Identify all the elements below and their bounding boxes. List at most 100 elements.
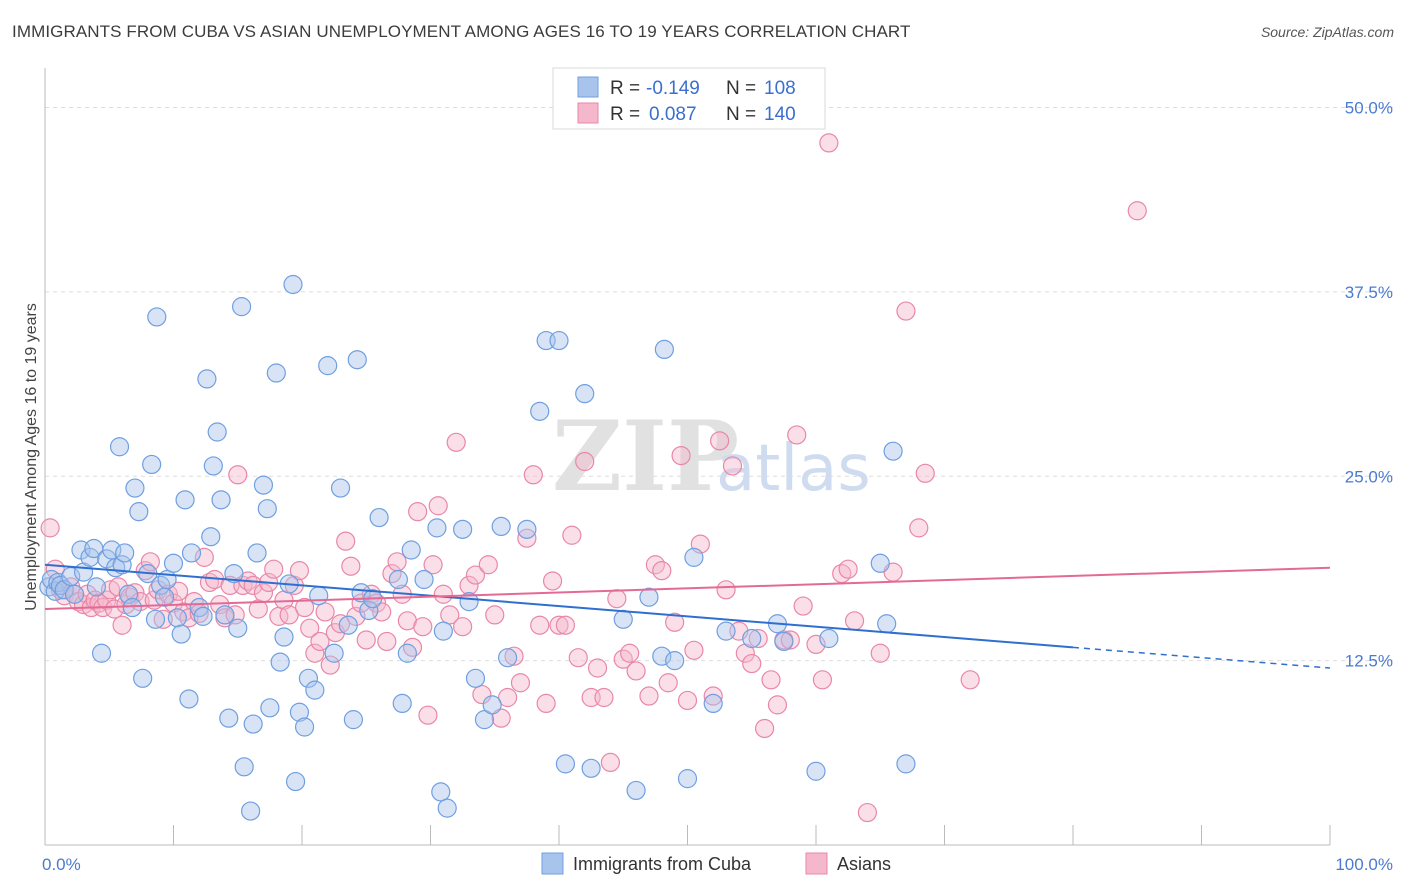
- axes: [44, 68, 1331, 846]
- cuba-point-50: [234, 757, 254, 777]
- cuba-point-19: [115, 543, 135, 563]
- bottom-legend-swatch-cuba: [541, 852, 564, 875]
- asians-point-93: [510, 673, 531, 693]
- cuba-point-116: [870, 553, 890, 573]
- asians-point-114: [652, 561, 672, 581]
- cuba-point-40: [197, 369, 217, 389]
- cuba-point-21: [122, 597, 142, 618]
- asians-point-133: [780, 630, 800, 650]
- cuba-point-67: [309, 586, 329, 606]
- asians-point-142: [857, 802, 878, 823]
- cuba-point-75: [359, 600, 379, 621]
- cuba-point-118: [883, 441, 903, 461]
- chart-source: Source: ZipAtlas.com: [1260, 24, 1394, 40]
- asians-point-26: [153, 609, 173, 629]
- asians-point-86: [465, 565, 486, 585]
- asians-point-98: [542, 571, 563, 591]
- asians-point-103: [575, 451, 595, 472]
- cuba-point-85: [433, 621, 453, 641]
- cuba-point-49: [232, 297, 252, 317]
- asians-point-89: [485, 605, 505, 625]
- cuba-point-32: [163, 553, 184, 573]
- asians-point-96: [530, 615, 550, 635]
- cuba-point-68: [318, 356, 338, 376]
- cuba-point-72: [343, 710, 363, 730]
- asians-point-127: [742, 653, 762, 674]
- asians-point-143: [870, 643, 890, 663]
- cuba-point-18: [112, 555, 132, 575]
- correlation-legend: R = -0.149 N = 108 R = 0.087 N = 140: [552, 67, 826, 130]
- asians-point-112: [639, 686, 659, 706]
- cuba-point-69: [324, 643, 344, 663]
- cuba-point-110: [716, 621, 736, 641]
- asians-point-116: [665, 612, 685, 632]
- asians-point-63: [341, 556, 361, 576]
- y-tick-label-1: 25.0%: [1345, 467, 1393, 486]
- asians-point-108: [607, 589, 627, 609]
- cuba-trend-line-extension: [1072, 646, 1331, 669]
- legend-n-value-asians: 140: [764, 104, 796, 125]
- asians-point-20: [125, 583, 145, 603]
- cuba-point-62: [285, 771, 306, 792]
- cuba-point-106: [665, 651, 685, 671]
- asians-point-14: [100, 580, 121, 600]
- cuba-point-109: [703, 693, 723, 714]
- legend-n-value-cuba: 108: [764, 78, 796, 99]
- cuba-point-78: [388, 569, 408, 590]
- cuba-point-101: [613, 609, 633, 629]
- cuba-point-41: [201, 527, 221, 547]
- asians-point-34: [194, 547, 214, 567]
- asians-point-92: [504, 646, 524, 666]
- asians-point-78: [418, 705, 438, 725]
- asians-point-131: [767, 695, 788, 715]
- cuba-point-55: [257, 499, 277, 519]
- cuba-point-111: [742, 628, 762, 649]
- asians-point-128: [748, 628, 768, 649]
- asians-point-146: [909, 518, 929, 538]
- cuba-point-61: [283, 274, 303, 295]
- cuba-point-98: [555, 754, 576, 774]
- asians-point-130: [761, 670, 781, 690]
- asians-point-22: [135, 561, 155, 581]
- asians-point-17: [112, 615, 132, 635]
- cuba-point-31: [147, 307, 167, 327]
- cuba-point-37: [181, 543, 202, 563]
- asians-point-76: [408, 502, 428, 522]
- bottom-legend-label-cuba: Immigrants from Cuba: [573, 854, 752, 874]
- cuba-point-91: [482, 695, 502, 715]
- cuba-point-54: [253, 475, 274, 495]
- y-tick-label-2: 37.5%: [1345, 283, 1393, 302]
- cuba-point-66: [305, 680, 325, 700]
- asians-point-77: [413, 617, 433, 637]
- cuba-point-115: [819, 628, 839, 649]
- asians-point-107: [600, 752, 621, 773]
- asians-point-48: [264, 559, 284, 579]
- watermark-zip: ZIP: [552, 400, 739, 513]
- cuba-point-102: [626, 780, 646, 801]
- cuba-point-86: [437, 798, 457, 818]
- asians-point-51: [279, 605, 299, 625]
- cuba-point-36: [179, 689, 199, 709]
- asians-point-88: [478, 555, 498, 575]
- cuba-point-57: [266, 363, 286, 383]
- cuba-point-26: [142, 454, 162, 475]
- cuba-point-59: [274, 627, 294, 647]
- cuba-point-82: [414, 569, 434, 590]
- cuba-point-113: [774, 631, 794, 652]
- cuba-point-103: [639, 587, 659, 607]
- cuba-points: [39, 274, 916, 821]
- legend-n-label-asians: N =: [726, 104, 756, 125]
- cuba-point-39: [193, 606, 213, 626]
- legend-swatch-cuba: [577, 76, 599, 98]
- cuba-point-46: [219, 708, 239, 728]
- cuba-point-100: [581, 758, 601, 778]
- cuba-point-97: [549, 330, 569, 351]
- asians-point-115: [658, 673, 678, 693]
- asians-point-82: [440, 605, 460, 625]
- cuba-point-42: [203, 456, 223, 476]
- cuba-point-52: [243, 714, 263, 734]
- cuba-point-58: [270, 652, 290, 672]
- asians-point-124: [722, 456, 743, 476]
- legend-swatch-asians: [577, 102, 599, 124]
